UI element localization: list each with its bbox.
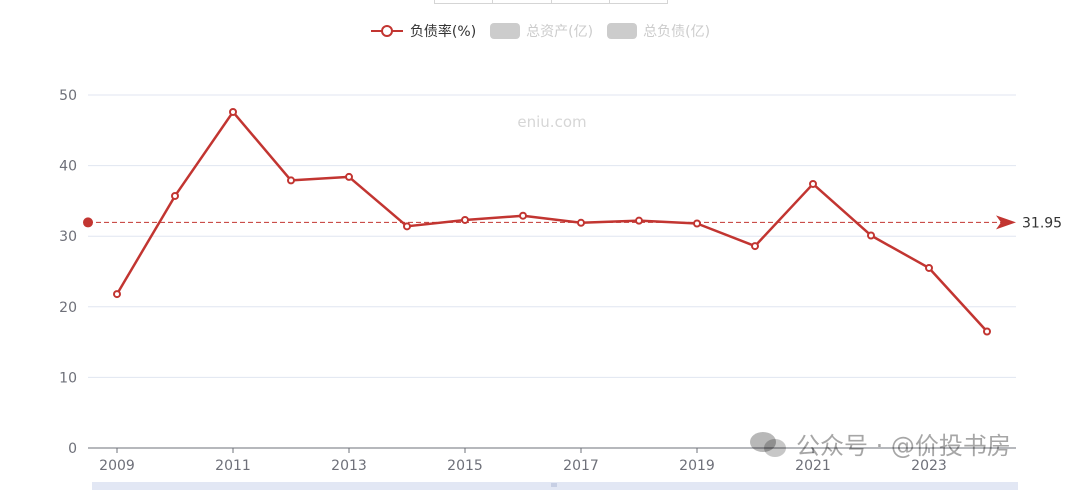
data-point <box>229 107 237 116</box>
top-tab-strip <box>434 0 668 4</box>
x-tick-label: 2019 <box>679 458 715 474</box>
series-line <box>115 110 988 333</box>
data-point <box>751 242 759 251</box>
chart-legend: 负债率(%) 总资产(亿) 总负债(亿) <box>0 20 1080 42</box>
wechat-icon <box>750 431 786 457</box>
y-tick-label: 50 <box>59 88 77 104</box>
mark-line-start-dot <box>83 217 93 228</box>
legend-label: 总负债(亿) <box>643 24 711 40</box>
legend-label: 负债率(%) <box>409 24 477 40</box>
average-mark-line: 31.95 <box>83 215 1062 231</box>
y-tick-label: 30 <box>59 229 77 245</box>
site-watermark: eniu.com <box>517 113 586 131</box>
wechat-account-text: 公众号 · @价投书房 <box>796 432 1011 460</box>
legend-label: 总资产(亿) <box>526 24 594 40</box>
y-tick-label: 10 <box>59 370 77 386</box>
tab-4[interactable] <box>609 0 668 4</box>
data-point <box>577 218 585 227</box>
y-tick-label: 0 <box>68 441 77 457</box>
data-point <box>809 179 817 188</box>
mark-line-arrow-icon <box>996 215 1016 230</box>
x-axis-ticks: 2009 2011 2013 2015 2017 2019 2021 2023 <box>99 448 947 474</box>
tab-3[interactable] <box>551 0 610 4</box>
x-tick-label: 2009 <box>99 458 135 474</box>
mark-line-label: 31.95 <box>1022 215 1062 231</box>
tab-1[interactable] <box>434 0 494 4</box>
legend-swatch-icon <box>490 23 521 39</box>
data-point <box>635 216 643 225</box>
x-tick-label: 2017 <box>563 458 599 474</box>
x-tick-label: 2015 <box>447 458 483 474</box>
legend-item-debt-ratio[interactable]: 负债率(%) <box>370 21 476 41</box>
legend-swatch-icon <box>607 23 638 39</box>
data-point <box>693 219 701 228</box>
slider-grip-icon[interactable] <box>551 483 557 487</box>
data-point <box>287 176 295 185</box>
legend-item-total-liabilities[interactable]: 总负债(亿) <box>607 21 710 41</box>
data-point <box>171 191 179 200</box>
y-tick-label: 20 <box>59 300 77 316</box>
x-tick-label: 2021 <box>795 458 831 474</box>
wechat-watermark: 公众号 · @价投书房 <box>748 426 1011 461</box>
grid-lines <box>88 94 1016 378</box>
x-tick-label: 2011 <box>215 458 251 474</box>
data-point <box>461 215 469 224</box>
x-tick-label: 2013 <box>331 458 367 474</box>
legend-item-total-assets[interactable]: 总资产(亿) <box>490 21 593 41</box>
data-point <box>345 172 353 181</box>
series-debt-ratio <box>113 107 991 336</box>
line-marker-icon <box>370 25 403 37</box>
x-tick-label: 2023 <box>911 458 947 474</box>
data-point <box>867 231 875 240</box>
data-point <box>113 290 121 299</box>
tab-2[interactable] <box>493 0 552 4</box>
data-point <box>925 263 933 272</box>
data-point <box>983 327 991 336</box>
data-point <box>403 222 411 231</box>
y-axis-ticks: 0 10 20 30 40 50 <box>59 88 77 457</box>
y-tick-label: 40 <box>59 159 77 175</box>
data-point <box>519 211 527 220</box>
